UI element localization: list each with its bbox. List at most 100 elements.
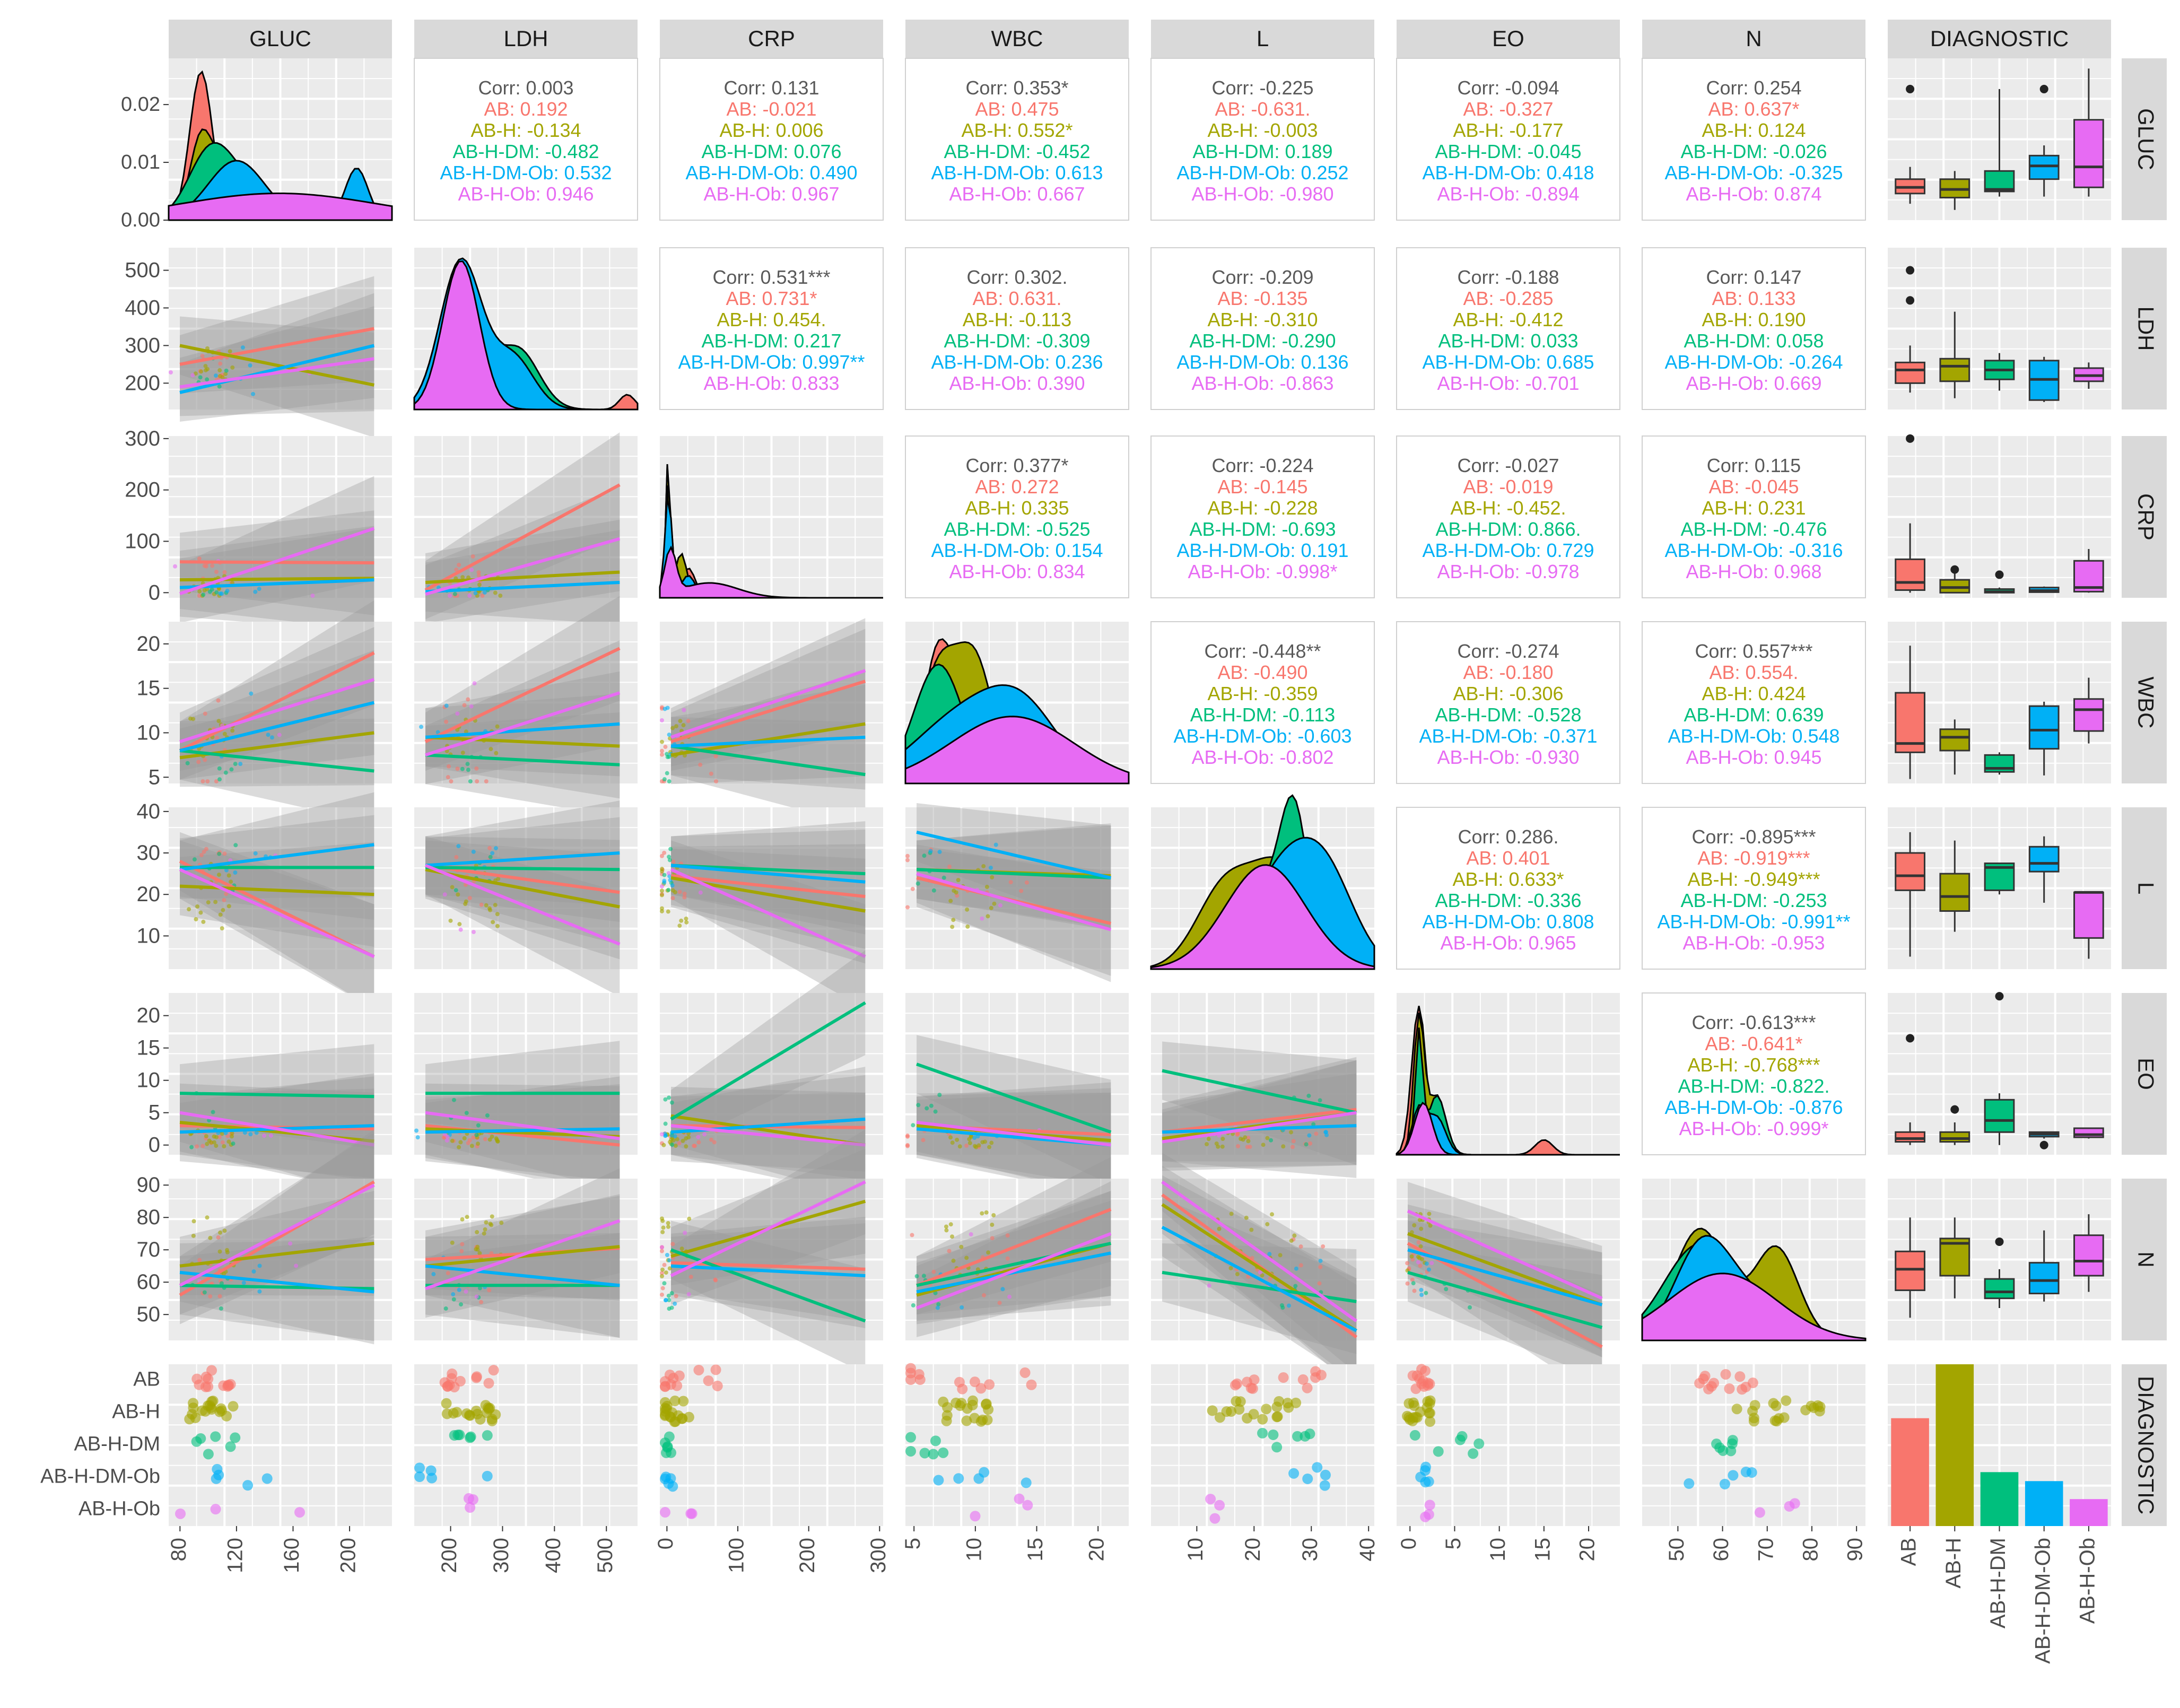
data-point <box>990 875 995 879</box>
data-point <box>459 1302 464 1307</box>
data-point <box>207 1138 212 1143</box>
data-point <box>452 591 457 596</box>
strip-point <box>1302 1382 1313 1393</box>
data-point <box>1417 1256 1422 1260</box>
data-point <box>444 1138 449 1143</box>
corr-group-label: AB-H-Ob: -0.978 <box>1437 561 1579 582</box>
box-ab-h-dm-ob <box>2028 846 2060 873</box>
data-point <box>454 567 459 572</box>
scatter-layer <box>1405 1182 1603 1400</box>
strip-point <box>1022 1500 1033 1511</box>
data-point <box>987 1145 992 1149</box>
trend-line-ab-h-ob <box>915 1232 1112 1310</box>
corr-group-label: AB-H: -0.228 <box>1207 497 1318 519</box>
density-ab-h-ob <box>168 192 393 221</box>
corr-group-label: AB-H-DM-Ob: 0.532 <box>440 162 612 184</box>
data-point <box>217 777 222 782</box>
box-outlier <box>2039 84 2048 93</box>
data-point <box>1444 1287 1449 1292</box>
column-strip-eo <box>1397 20 1620 58</box>
strip-point <box>1410 1383 1422 1395</box>
data-point <box>229 1134 234 1139</box>
box-ab-h <box>1939 873 1970 912</box>
data-point <box>910 1233 914 1238</box>
corr-group-label: AB-H: -0.177 <box>1453 119 1563 141</box>
data-point <box>222 851 227 856</box>
data-point <box>1308 1141 1313 1146</box>
box-ab <box>1895 361 1925 384</box>
data-point <box>666 1221 670 1225</box>
data-point <box>673 1134 677 1139</box>
data-point <box>457 1145 461 1149</box>
data-point <box>199 853 204 858</box>
data-point <box>989 1140 994 1145</box>
data-point <box>1419 1287 1424 1292</box>
data-point <box>248 1132 253 1137</box>
data-point <box>677 923 682 928</box>
trend-line-ab-h-dm <box>180 1092 374 1099</box>
data-point <box>225 588 230 593</box>
data-point <box>310 594 315 598</box>
trend-line-ab-h-ob <box>425 691 621 757</box>
data-point <box>431 1272 436 1277</box>
data-point <box>489 747 493 752</box>
diagnostic-x-label: AB-H-DM <box>1986 1538 2010 1628</box>
data-point <box>202 588 207 592</box>
trend-line-ab-h-ob <box>179 678 375 744</box>
data-point <box>686 1292 691 1296</box>
data-point <box>1292 1233 1297 1238</box>
strip-point <box>1731 1404 1742 1415</box>
corr-group-label: AB-H-DM: -0.482 <box>452 141 599 162</box>
data-point <box>1228 1266 1233 1270</box>
density-layers <box>1641 1227 1867 1341</box>
data-point <box>997 1301 1002 1305</box>
strip-point <box>414 1471 425 1483</box>
data-point <box>224 368 229 373</box>
row-strip-gluc <box>2122 58 2167 220</box>
data-point <box>664 1270 668 1275</box>
data-point <box>937 850 942 855</box>
confidence-ribbon <box>917 1181 1111 1337</box>
bar-ab-h-dm-ob <box>2025 1481 2063 1526</box>
data-point <box>1019 888 1024 893</box>
data-point <box>984 885 989 890</box>
data-point <box>1220 1137 1225 1141</box>
data-point <box>981 864 986 868</box>
data-point <box>1424 1261 1429 1266</box>
scatter-layer <box>905 803 1112 982</box>
scatter-layer <box>1162 1041 1357 1178</box>
confidence-ribbon <box>180 1083 374 1198</box>
trend-line-ab-h <box>179 1121 374 1143</box>
corr-group-label: AB: -0.045 <box>1708 476 1799 498</box>
data-point <box>450 1138 455 1143</box>
y-tick-label: 5 <box>149 1101 160 1125</box>
data-point <box>474 1132 479 1137</box>
trend-line-ab-h-dm-ob <box>179 578 374 589</box>
trend-line-ab-h-ob <box>670 1124 866 1147</box>
data-point <box>929 1103 934 1108</box>
data-point <box>210 563 215 568</box>
data-point <box>1261 1143 1266 1147</box>
panel-grid <box>660 1179 883 1340</box>
confidence-ribbon <box>917 825 1111 930</box>
confidence-ribbon <box>180 840 374 1009</box>
data-point <box>191 1219 196 1224</box>
strip-point <box>1457 1431 1468 1442</box>
data-point <box>678 719 683 724</box>
trend-line-ab-h <box>425 735 620 748</box>
corr-group-label: AB-H-DM: -0.045 <box>1435 141 1581 162</box>
panel-grid <box>905 993 1129 1155</box>
data-point <box>218 1230 223 1235</box>
corr-group-label: AB-H-Ob: 0.968 <box>1686 561 1821 582</box>
data-point <box>197 594 202 598</box>
box-ab-h-dm-ob <box>2028 154 2060 180</box>
data-point <box>1205 1142 1209 1147</box>
corr-group-label: AB-H-Ob: -0.998* <box>1188 561 1337 582</box>
data-point <box>916 1103 921 1108</box>
data-point <box>1416 1240 1421 1245</box>
trend-line-ab-h <box>179 1242 374 1268</box>
data-point <box>683 1231 687 1235</box>
x-tick-label: 50 <box>1665 1538 1688 1562</box>
strip-point <box>1302 1473 1313 1484</box>
data-point <box>660 1132 664 1137</box>
